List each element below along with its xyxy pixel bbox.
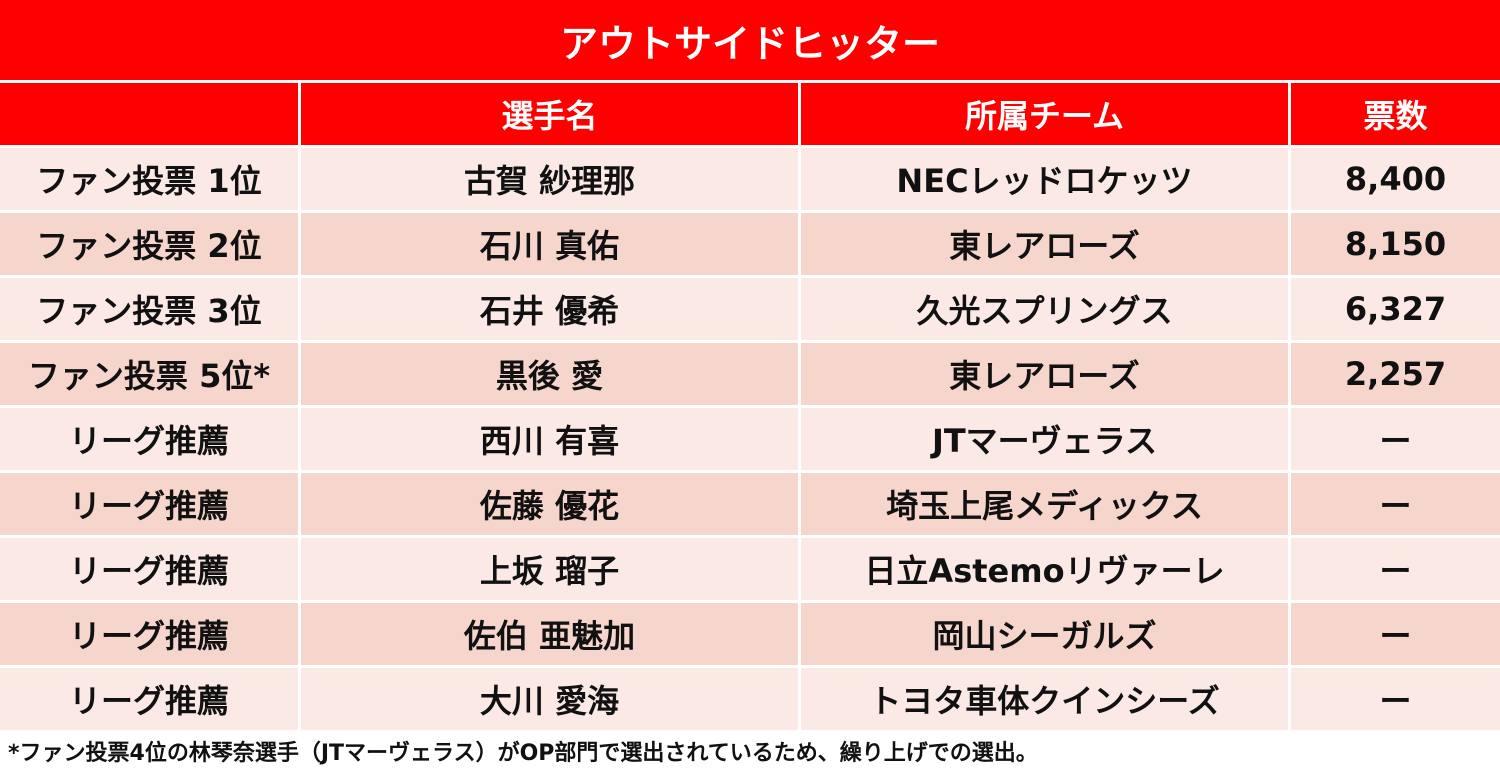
cell-votes: 2,257 — [1291, 343, 1500, 405]
footnote: *ファン投票4位の林琴奈選手（JTマーヴェラス）がOP部門で選出されているため、… — [8, 741, 1038, 766]
cell-votes: ー — [1291, 538, 1500, 600]
cell-player-name: 佐藤 優花 — [301, 473, 798, 535]
roster-table: 選手名 所属チーム 票数 ファン投票 1位 古賀 紗理那 NECレッドロケッツ … — [0, 83, 1500, 733]
cell-votes: 6,327 — [1291, 278, 1500, 340]
cell-team: NECレッドロケッツ — [801, 148, 1288, 210]
cell-player-name: 古賀 紗理那 — [301, 148, 798, 210]
cell-team: 久光スプリングス — [801, 278, 1288, 340]
table-row: ファン投票 3位 石井 優希 久光スプリングス 6,327 — [0, 278, 1500, 340]
cell-player-name: 大川 愛海 — [301, 668, 798, 730]
cell-rank: リーグ推薦 — [0, 473, 298, 535]
table-row: リーグ推薦 上坂 瑠子 日立Astemoリヴァーレ ー — [0, 538, 1500, 600]
table-row: リーグ推薦 西川 有喜 JTマーヴェラス ー — [0, 408, 1500, 470]
cell-rank: リーグ推薦 — [0, 538, 298, 600]
cell-rank: ファン投票 2位 — [0, 213, 298, 275]
cell-team: トヨタ車体クインシーズ — [801, 668, 1288, 730]
cell-team: JTマーヴェラス — [801, 408, 1288, 470]
cell-rank: リーグ推薦 — [0, 408, 298, 470]
cell-player-name: 佐伯 亜魅加 — [301, 603, 798, 665]
cell-rank: リーグ推薦 — [0, 603, 298, 665]
cell-votes: ー — [1291, 473, 1500, 535]
cell-rank: ファン投票 3位 — [0, 278, 298, 340]
cell-votes: 8,400 — [1291, 148, 1500, 210]
cell-team: 東レアローズ — [801, 213, 1288, 275]
table-title: アウトサイドヒッター — [0, 0, 1500, 80]
table-row: リーグ推薦 佐藤 優花 埼玉上尾メディックス ー — [0, 473, 1500, 535]
cell-rank: ファン投票 1位 — [0, 148, 298, 210]
cell-team: 日立Astemoリヴァーレ — [801, 538, 1288, 600]
table-row: リーグ推薦 大川 愛海 トヨタ車体クインシーズ ー — [0, 668, 1500, 730]
table-row: ファン投票 1位 古賀 紗理那 NECレッドロケッツ 8,400 — [0, 148, 1500, 210]
table-row: ファン投票 2位 石川 真佑 東レアローズ 8,150 — [0, 213, 1500, 275]
header-cell-votes: 票数 — [1291, 83, 1500, 145]
table-header-row: 選手名 所属チーム 票数 — [0, 83, 1500, 145]
cell-rank: リーグ推薦 — [0, 668, 298, 730]
cell-votes: ー — [1291, 603, 1500, 665]
cell-votes: ー — [1291, 408, 1500, 470]
header-cell-team: 所属チーム — [801, 83, 1288, 145]
cell-team: 岡山シーガルズ — [801, 603, 1288, 665]
cell-player-name: 上坂 瑠子 — [301, 538, 798, 600]
cell-player-name: 西川 有喜 — [301, 408, 798, 470]
cell-team: 埼玉上尾メディックス — [801, 473, 1288, 535]
cell-votes: ー — [1291, 668, 1500, 730]
cell-rank: ファン投票 5位* — [0, 343, 298, 405]
table-row: ファン投票 5位* 黒後 愛 東レアローズ 2,257 — [0, 343, 1500, 405]
header-cell-player-name: 選手名 — [301, 83, 798, 145]
cell-votes: 8,150 — [1291, 213, 1500, 275]
cell-team: 東レアローズ — [801, 343, 1288, 405]
header-cell-rank — [0, 83, 298, 145]
cell-player-name: 黒後 愛 — [301, 343, 798, 405]
table-row: リーグ推薦 佐伯 亜魅加 岡山シーガルズ ー — [0, 603, 1500, 665]
cell-player-name: 石井 優希 — [301, 278, 798, 340]
cell-player-name: 石川 真佑 — [301, 213, 798, 275]
